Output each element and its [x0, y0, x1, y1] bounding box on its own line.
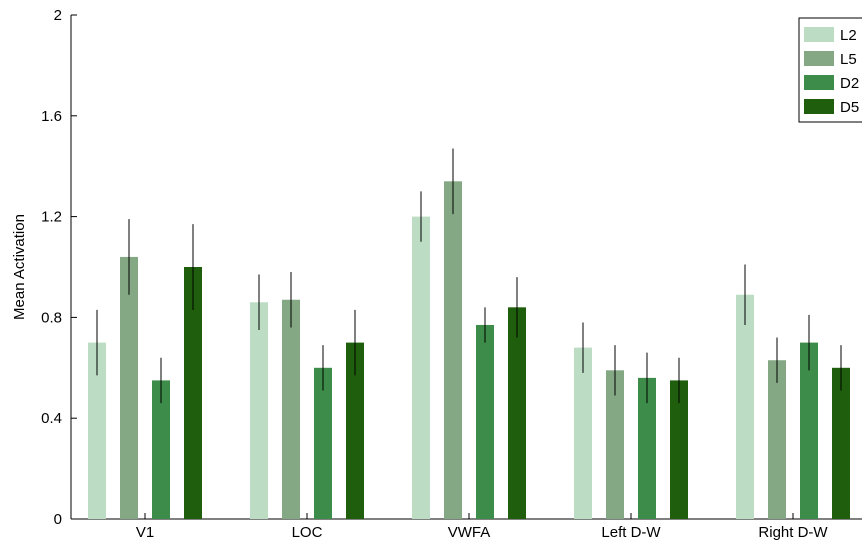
y-tick-label: 2 [54, 7, 62, 24]
x-tick-label: LOC [292, 524, 323, 541]
y-axis-title: Mean Activation [11, 214, 28, 320]
bar-d5 [184, 267, 202, 519]
bar-l2 [88, 342, 106, 519]
y-tick-label: 0.4 [41, 410, 62, 427]
legend-swatch-l5 [804, 51, 834, 66]
y-tick-label: 0 [54, 511, 62, 528]
bar-l2 [250, 302, 268, 519]
legend: L2 L5 D2 D5 [798, 17, 862, 123]
bar-d2 [800, 342, 818, 519]
bar-l5 [606, 370, 624, 519]
legend-label-l2: L2 [840, 27, 857, 44]
legend-swatch-d5 [804, 99, 834, 114]
legend-swatch-l2 [804, 27, 834, 42]
bar-d2 [638, 377, 656, 519]
bar-l5 [120, 256, 138, 519]
y-tick-label: 1.6 [41, 108, 62, 125]
legend-label-l5: L5 [840, 51, 857, 68]
bar-d5 [670, 380, 688, 519]
bars [88, 148, 850, 519]
bar-d5 [832, 367, 850, 519]
legend-label-d5: D5 [840, 99, 859, 116]
x-tick-label: V1 [136, 524, 154, 541]
plot-area [70, 15, 862, 520]
y-tick-label: 0.8 [41, 309, 62, 326]
bar-d2 [152, 380, 170, 519]
legend-label-d2: D2 [840, 75, 859, 92]
bar-d5 [346, 342, 364, 519]
bar-l2 [412, 216, 430, 519]
bar-l2 [736, 294, 754, 519]
y-ticks: 0 0.4 0.8 1.2 1.6 2 [41, 7, 77, 528]
bar-d2 [314, 367, 332, 519]
x-tick-label: Right D-W [758, 524, 828, 541]
x-tick-label: VWFA [448, 524, 491, 541]
y-tick-label: 1.2 [41, 209, 62, 226]
bar-l5 [444, 181, 462, 519]
bar-l2 [574, 347, 592, 519]
legend-swatch-d2 [804, 75, 834, 90]
x-ticks: V1 LOC VWFA Left D-W Right D-W [136, 513, 828, 541]
bar-l5 [768, 360, 786, 519]
bar-d5 [508, 307, 526, 519]
bar-l5 [282, 299, 300, 519]
bar-d2 [476, 324, 494, 519]
x-tick-label: Left D-W [601, 524, 661, 541]
